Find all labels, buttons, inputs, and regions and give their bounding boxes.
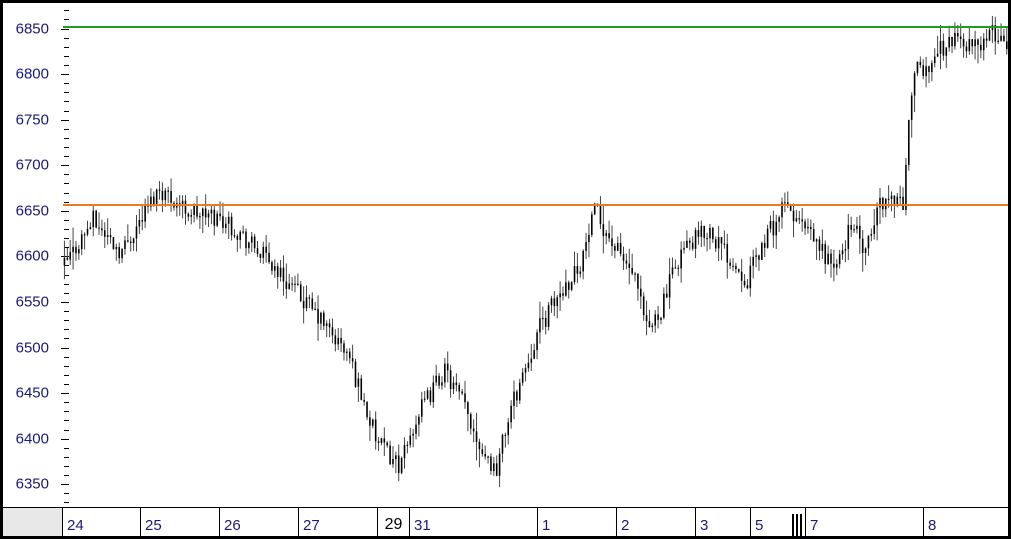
x-axis-date-label: 7: [810, 517, 818, 534]
x-axis-date-segment-29[interactable]: 29: [378, 508, 410, 539]
y-axis-tick-label: 6400: [16, 430, 49, 447]
x-axis-date-label: 26: [224, 517, 241, 534]
y-axis-tick-label: 6700: [16, 157, 49, 174]
x-axis-date-bar: 24 25 26 27 29 31 1 2 3 5 7 8: [3, 507, 1011, 539]
gap-divider-line: [792, 514, 794, 536]
x-axis-date-segment-24[interactable]: 24: [63, 508, 141, 539]
gap-divider-line: [800, 514, 802, 536]
x-axis-date-segment-3[interactable]: 3: [696, 508, 751, 539]
x-axis-date-segment-1[interactable]: 1: [538, 508, 617, 539]
x-axis-corner-box: [3, 508, 63, 539]
x-axis-date-label: 8: [928, 517, 936, 534]
x-axis-date-label: 5: [755, 517, 763, 534]
x-axis-date-label: 24: [67, 517, 84, 534]
support-line-orange: [63, 204, 1011, 206]
y-axis-tick-label: 6750: [16, 111, 49, 128]
x-axis-date-segment-5[interactable]: 5: [751, 508, 806, 539]
x-axis-date-segment-26[interactable]: 26: [220, 508, 299, 539]
y-axis-tick-label: 6450: [16, 385, 49, 402]
x-axis-date-segment-25[interactable]: 25: [141, 508, 220, 539]
y-axis-tick-label: 6500: [16, 339, 49, 356]
y-axis-tick-label: 6850: [16, 20, 49, 37]
x-axis-date-label: 3: [700, 517, 708, 534]
y-axis-tick-label: 6650: [16, 202, 49, 219]
x-axis-date-label: 1: [542, 517, 550, 534]
candlestick-plot-area[interactable]: [63, 3, 1011, 507]
gap-divider-line: [796, 514, 798, 536]
y-axis-tick-label: 6600: [16, 248, 49, 265]
y-axis-tick-label: 6550: [16, 293, 49, 310]
x-axis-date-segment-27[interactable]: 27: [299, 508, 378, 539]
ohlc-candles-svg[interactable]: [63, 3, 1011, 507]
y-axis-tick-label: 6350: [16, 476, 49, 493]
x-axis-date-segments[interactable]: 24 25 26 27 29 31 1 2 3 5 7 8: [63, 508, 1011, 539]
x-axis-date-segment-8[interactable]: 8: [924, 508, 1011, 539]
y-axis-label-group: 6850 6800 6750 6700 6650 6600 6550 6500 6450 6400…: [3, 3, 63, 507]
x-axis-date-label: 25: [145, 517, 162, 534]
x-axis-date-label: 27: [303, 517, 320, 534]
resistance-line-green: [63, 26, 1011, 28]
x-axis-date-label: 2: [621, 517, 629, 534]
x-axis-date-label: 31: [414, 517, 431, 534]
x-axis-date-segment-31[interactable]: 31: [410, 508, 538, 539]
price-chart-window: 6850 6800 6750 6700 6650 6600 6550 6500 6450 6400…: [0, 0, 1011, 539]
x-axis-date-label: 29: [385, 516, 403, 534]
weekend-gap-marker: [792, 514, 802, 536]
y-axis-tick-label: 6800: [16, 66, 49, 83]
x-axis-date-segment-2[interactable]: 2: [617, 508, 696, 539]
x-axis-date-segment-7[interactable]: 7: [806, 508, 924, 539]
